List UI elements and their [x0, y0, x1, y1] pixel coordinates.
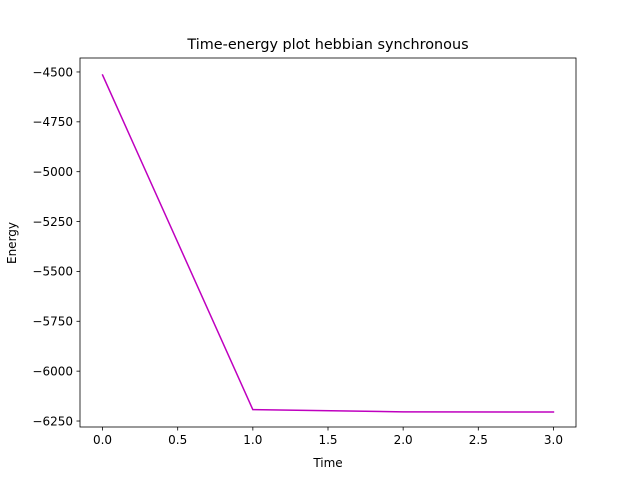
plot-area: [80, 58, 576, 427]
energy-series-line: [101, 73, 555, 413]
x-tick-label: 1.5: [318, 433, 337, 447]
x-tick-label: 2.0: [394, 433, 413, 447]
y-tick-label: −5250: [32, 215, 73, 229]
y-axis-label: Energy: [5, 222, 19, 264]
y-tick-label: −6000: [32, 364, 73, 378]
y-tick-label: −5000: [32, 165, 73, 179]
x-tick-label: 2.5: [469, 433, 488, 447]
x-axis-label: Time: [312, 456, 342, 470]
y-tick-label: −6250: [32, 414, 73, 428]
x-tick-label: 0.0: [93, 433, 112, 447]
series-layer: [101, 73, 555, 413]
x-tick-label: 1.0: [243, 433, 262, 447]
x-axis-ticks: 0.0 0.5 1.0 1.5 2.0 2.5 3.0: [93, 427, 563, 447]
y-axis-ticks: −4500 −4750 −5000 −5250 −5500 −5750 −6000 −6250: [32, 65, 80, 428]
y-tick-label: −4750: [32, 115, 73, 129]
chart-title: Time-energy plot hebbian synchronous: [186, 37, 468, 53]
x-tick-label: 0.5: [168, 433, 187, 447]
y-tick-label: −5750: [32, 315, 73, 329]
y-tick-label: −5500: [32, 265, 73, 279]
y-tick-label: −4500: [32, 65, 73, 79]
x-tick-label: 3.0: [544, 433, 563, 447]
